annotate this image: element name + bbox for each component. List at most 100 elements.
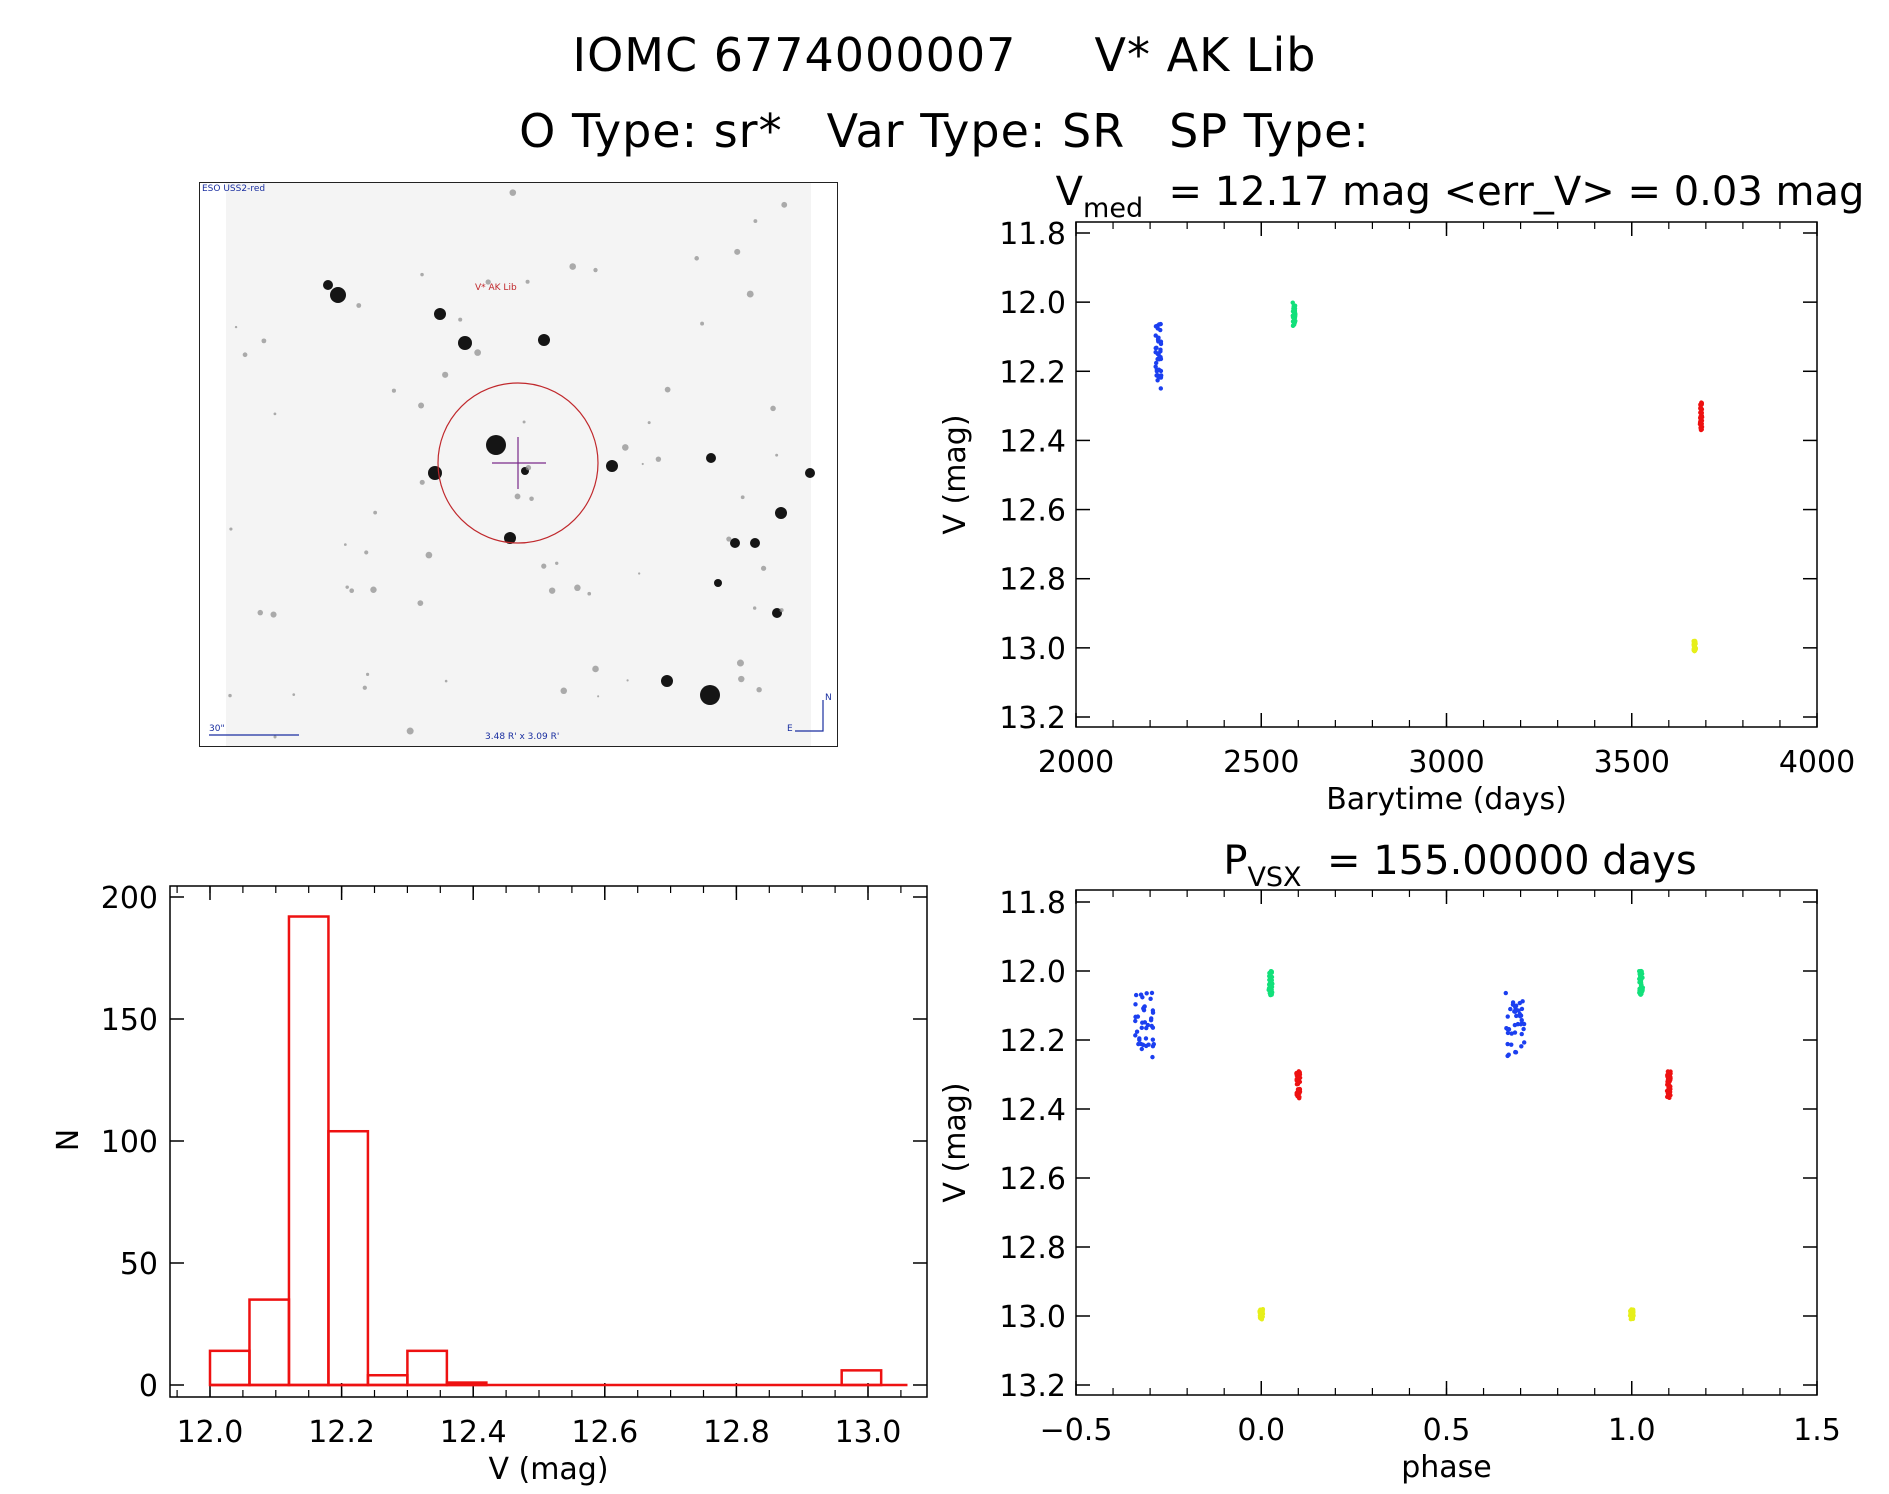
spectral-type: SP Type: bbox=[1169, 104, 1370, 158]
faint-star bbox=[626, 679, 629, 682]
phased-point bbox=[1638, 991, 1643, 996]
phased-point bbox=[1630, 1310, 1635, 1315]
lightcurve-point bbox=[1155, 351, 1160, 357]
phased-point bbox=[1665, 1073, 1670, 1078]
faint-star bbox=[694, 256, 699, 261]
phased-point bbox=[1631, 1309, 1636, 1314]
phased-point bbox=[1629, 1311, 1635, 1317]
lightcurve-point bbox=[1699, 413, 1704, 419]
phased-point bbox=[1267, 990, 1273, 996]
lightcurve-point bbox=[1290, 313, 1296, 319]
phased-point bbox=[1267, 980, 1273, 986]
phased-point bbox=[1257, 1308, 1262, 1314]
phased-point bbox=[1266, 982, 1272, 987]
phased-point bbox=[1665, 1074, 1670, 1079]
phased-point bbox=[1505, 1041, 1510, 1047]
lightcurve-point bbox=[1691, 640, 1697, 645]
phased-point bbox=[1144, 1025, 1149, 1031]
phased-point bbox=[1269, 969, 1274, 974]
phased-point bbox=[1666, 1080, 1672, 1085]
histogram-bar bbox=[406, 1349, 449, 1387]
faint-star bbox=[522, 420, 526, 424]
faint-star bbox=[781, 201, 788, 208]
phased-point bbox=[1637, 973, 1643, 979]
phased-point bbox=[1258, 1315, 1263, 1320]
lightcurve-point bbox=[1692, 648, 1698, 653]
star-14 bbox=[730, 538, 740, 548]
phased-point bbox=[1638, 968, 1644, 974]
phased-point bbox=[1517, 1013, 1523, 1019]
phased-point bbox=[1295, 1081, 1301, 1087]
lightcurve-point bbox=[1291, 315, 1297, 320]
faint-star bbox=[641, 462, 644, 466]
lightcurve-point bbox=[1699, 418, 1705, 423]
lightcurve-point bbox=[1693, 639, 1698, 645]
lightcurve-point bbox=[1156, 367, 1162, 372]
lightcurve-point bbox=[1699, 424, 1705, 430]
lightcurve-point bbox=[1692, 644, 1698, 650]
faint-star bbox=[417, 600, 424, 607]
phased-point bbox=[1257, 1310, 1262, 1315]
phased-point bbox=[1665, 1072, 1671, 1077]
phased-point bbox=[1143, 1036, 1149, 1041]
lightcurve-point bbox=[1692, 640, 1698, 645]
star-1 bbox=[323, 280, 333, 290]
lightcurve-point bbox=[1693, 647, 1698, 652]
phased-point bbox=[1149, 990, 1155, 996]
phased-point bbox=[1268, 987, 1273, 993]
phased-point bbox=[1668, 1077, 1673, 1083]
lightcurve-point bbox=[1156, 336, 1161, 341]
phased-point bbox=[1257, 1315, 1263, 1320]
phased-point bbox=[1259, 1308, 1265, 1313]
phased-point bbox=[1512, 1022, 1518, 1028]
phased-point bbox=[1142, 1004, 1147, 1009]
phased-xlabel: phase bbox=[1401, 1450, 1492, 1485]
phased-point bbox=[1638, 987, 1643, 993]
lightcurve-point bbox=[1692, 643, 1697, 649]
phased-point bbox=[1150, 1044, 1156, 1049]
phased-point bbox=[1296, 1096, 1302, 1101]
lightcurve-point bbox=[1293, 311, 1298, 317]
lightcurve-point bbox=[1698, 415, 1703, 420]
histogram-bar bbox=[248, 1298, 291, 1387]
phased-ytick-label: 13.2 bbox=[999, 1369, 1066, 1404]
phased-point bbox=[1146, 1042, 1151, 1047]
lightcurve-point bbox=[1157, 373, 1162, 379]
lightcurve-point bbox=[1153, 350, 1158, 355]
phased-point bbox=[1258, 1307, 1263, 1312]
faint-star bbox=[228, 693, 232, 698]
phased-point bbox=[1296, 1069, 1301, 1074]
lightcurve-point bbox=[1292, 306, 1297, 312]
phased-point bbox=[1258, 1311, 1263, 1316]
phased-xtick-label: −0.5 bbox=[1040, 1413, 1113, 1448]
lightcurve-point bbox=[1156, 351, 1161, 356]
phased-point bbox=[1521, 1040, 1527, 1045]
phased-point bbox=[1296, 1070, 1301, 1076]
phased-point bbox=[1294, 1070, 1299, 1076]
phased-point bbox=[1259, 1317, 1265, 1322]
lightcurve-point bbox=[1698, 415, 1703, 421]
phased-point bbox=[1149, 1016, 1154, 1021]
faint-star bbox=[569, 263, 577, 270]
phased-point bbox=[1639, 971, 1644, 977]
histogram-xtick-label: 12.4 bbox=[440, 1415, 507, 1450]
phased-point bbox=[1637, 971, 1642, 977]
faint-star bbox=[261, 338, 267, 344]
north-label: N bbox=[825, 693, 832, 703]
type-line: O Type: sr* Var Type: SR SP Type: bbox=[0, 104, 1889, 158]
phased-point bbox=[1630, 1311, 1635, 1316]
phased-point bbox=[1627, 1313, 1633, 1318]
lightcurve-point bbox=[1699, 413, 1704, 418]
phased-point bbox=[1666, 1075, 1672, 1081]
lightcurve-point bbox=[1291, 305, 1297, 310]
histogram-xlabel: V (mag) bbox=[488, 1452, 608, 1487]
phased-point bbox=[1269, 974, 1275, 980]
phased-point bbox=[1509, 1042, 1514, 1047]
lightcurve-point bbox=[1292, 315, 1298, 320]
phased-point bbox=[1269, 977, 1275, 983]
phased-point bbox=[1258, 1311, 1264, 1317]
lightcurve-ytick-label: 13.0 bbox=[999, 632, 1066, 667]
phased-point bbox=[1637, 990, 1642, 995]
phased-point bbox=[1269, 987, 1274, 992]
phased-point bbox=[1628, 1308, 1633, 1314]
